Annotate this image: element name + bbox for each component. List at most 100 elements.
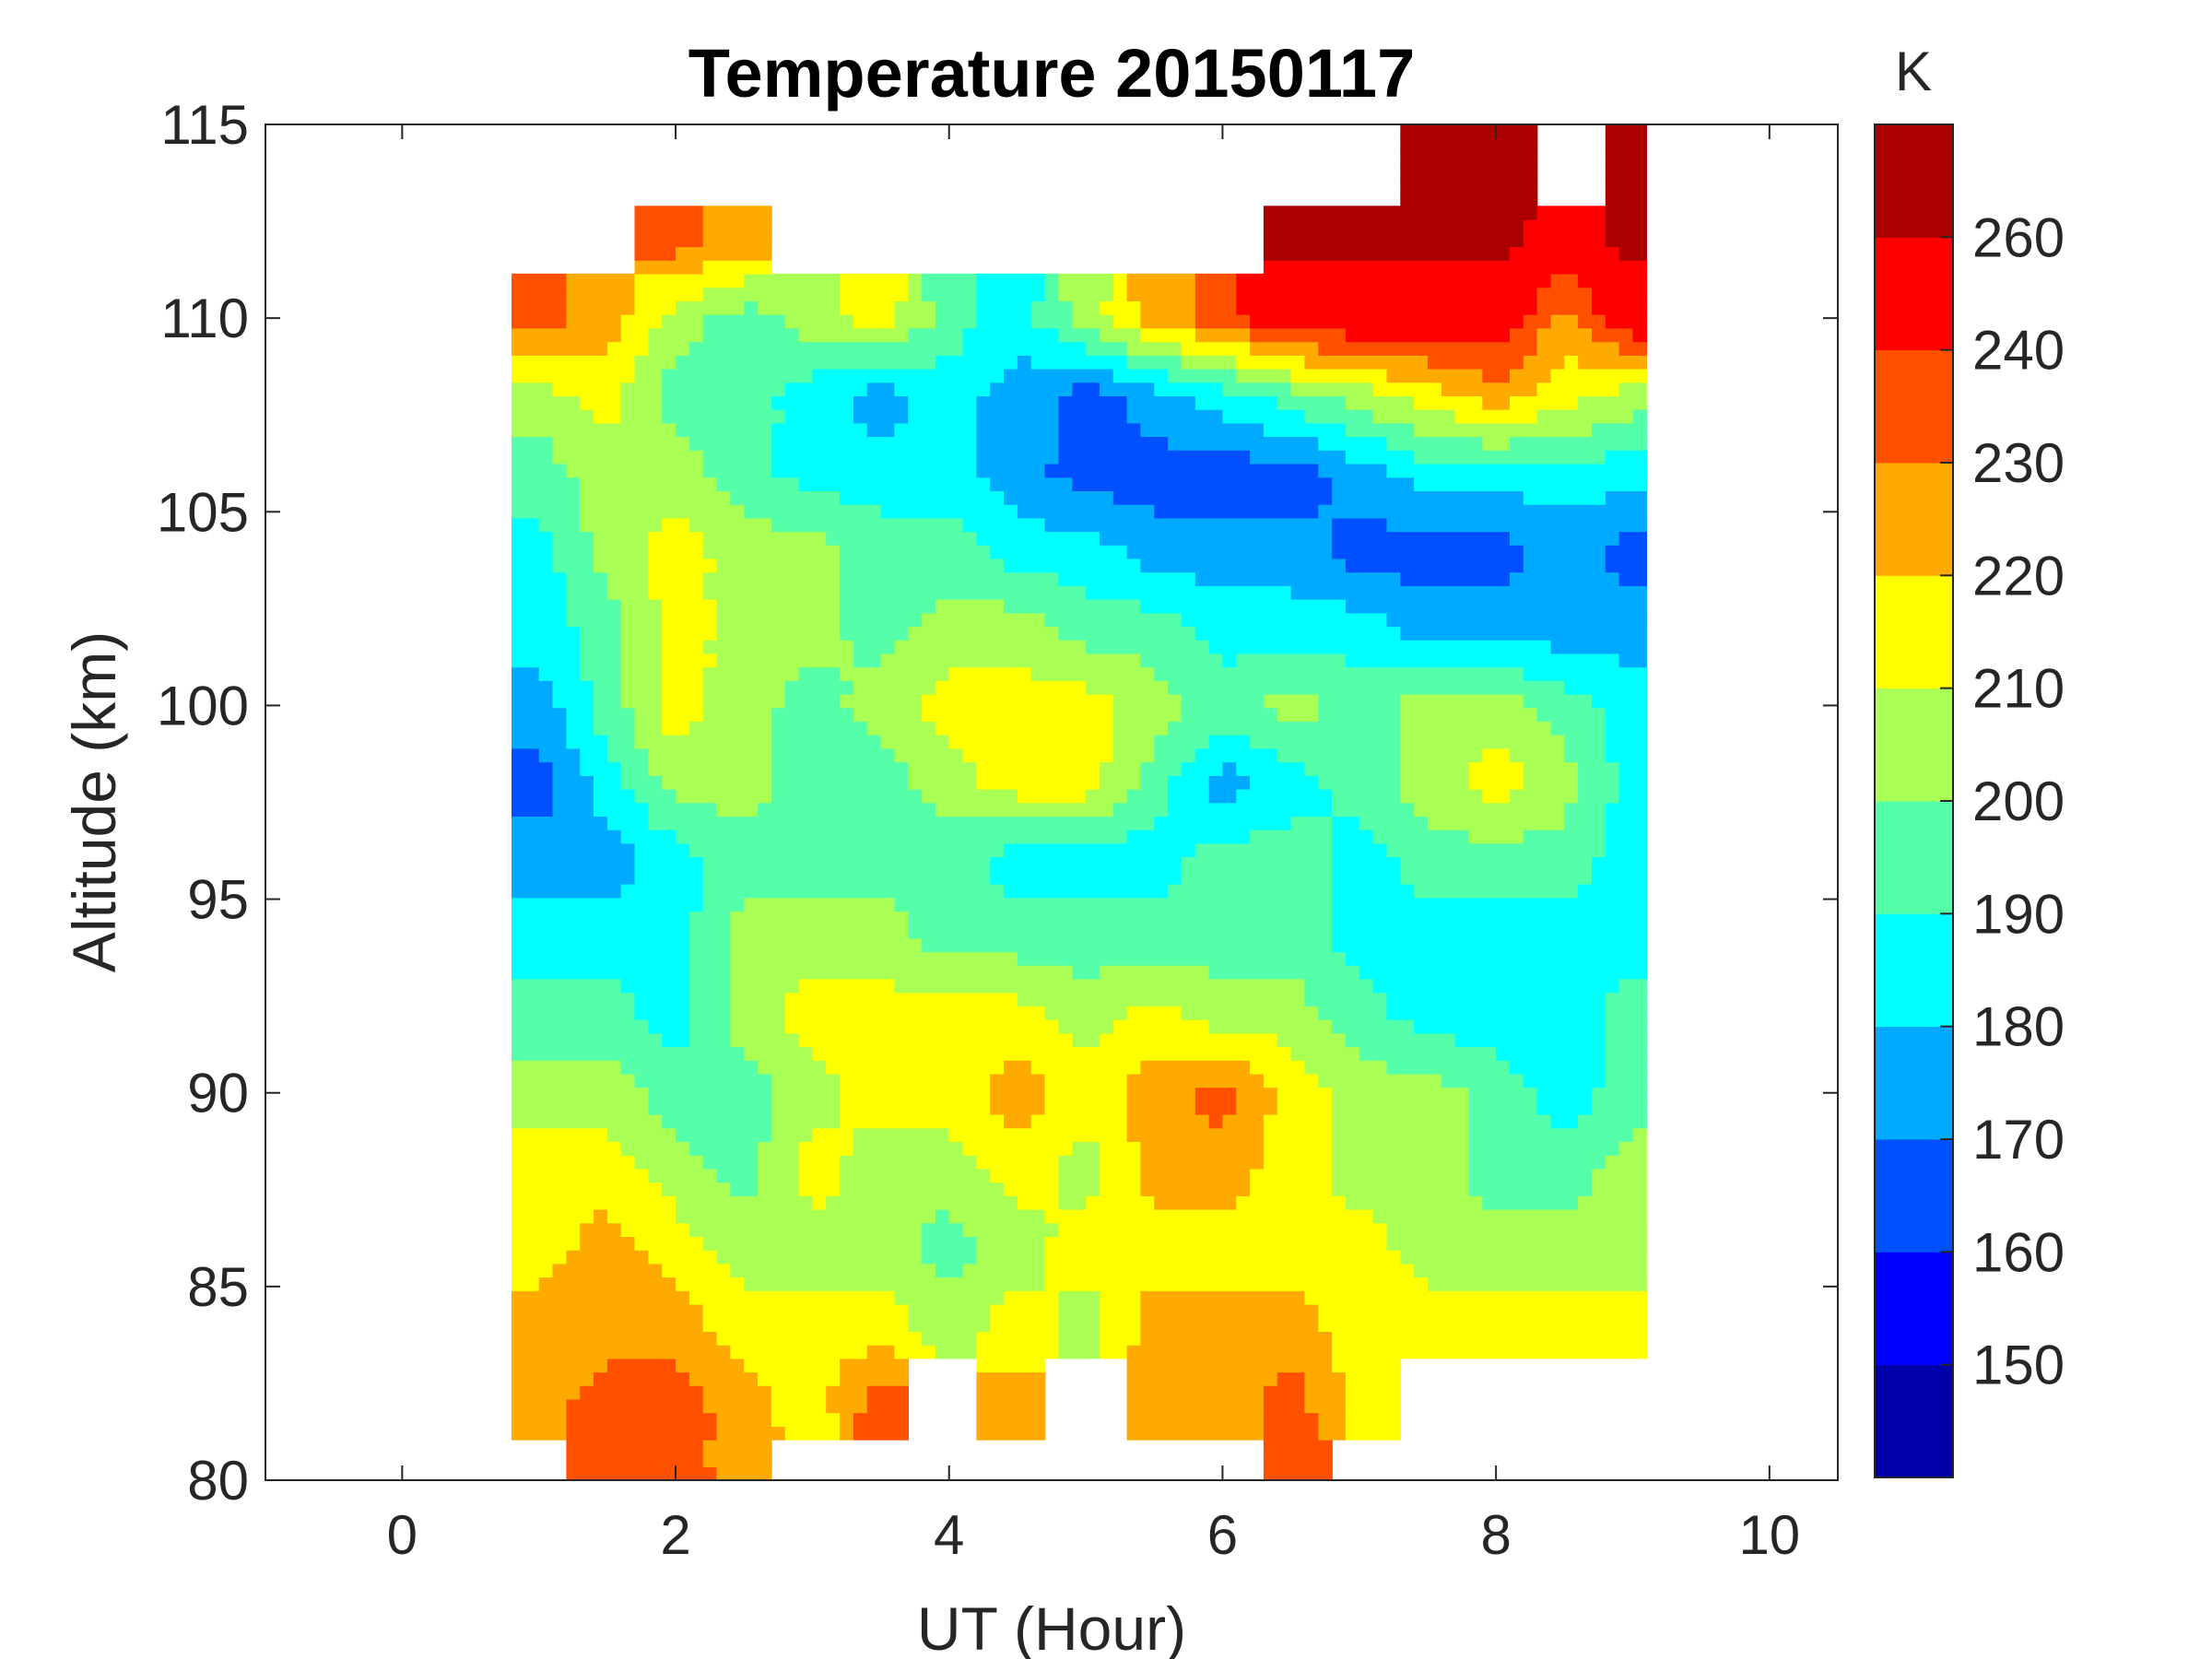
heatmap-cell <box>620 640 663 654</box>
heatmap-cell <box>922 1331 978 1346</box>
heatmap-cell <box>1318 1006 1388 1020</box>
heatmap-cell <box>566 313 622 329</box>
heatmap-cell <box>580 490 732 505</box>
heatmap-cell <box>702 219 772 234</box>
heatmap-cell <box>1194 287 1238 301</box>
heatmap-cell <box>702 531 827 546</box>
heatmap-cell <box>1263 246 1511 261</box>
x-tick-label: 0 <box>387 1504 418 1566</box>
heatmap-cell <box>512 477 581 491</box>
heatmap-cell <box>580 1385 704 1400</box>
heatmap-cell <box>1386 517 1648 533</box>
heatmap-cell <box>1482 368 1511 383</box>
heatmap-cell <box>1605 545 1648 559</box>
heatmap-cell <box>512 1371 594 1386</box>
heatmap-cell <box>538 1277 677 1291</box>
heatmap-cell <box>1605 1018 1648 1034</box>
heatmap-cell <box>1277 1371 1306 1386</box>
colorbar-tick-label: 170 <box>1972 1109 2065 1171</box>
x-axis: 0 2 4 6 8 10 <box>387 124 1800 1566</box>
heatmap-cell <box>594 1208 608 1224</box>
heatmap-cell <box>620 626 663 641</box>
heatmap-cell <box>512 870 636 885</box>
heatmap-cell <box>1605 490 1648 505</box>
heatmap-cell <box>1400 747 1484 763</box>
heatmap-cell <box>1263 1141 1333 1156</box>
heatmap-cell <box>676 829 1128 844</box>
heatmap-cell <box>1030 1113 1128 1129</box>
heatmap-cell <box>688 721 772 735</box>
heatmap-cell <box>730 924 910 939</box>
heatmap-cell <box>716 1249 923 1265</box>
heatmap-cell <box>1126 355 1182 370</box>
heatmap-cell <box>1277 747 1402 763</box>
heatmap-cell <box>1168 802 1333 817</box>
heatmap-cell <box>976 287 1046 301</box>
heatmap-cell <box>1004 598 1142 614</box>
heatmap-cell <box>1263 1453 1333 1468</box>
heatmap-cell <box>676 1277 745 1291</box>
heatmap-cell <box>894 1290 1005 1305</box>
heatmap-cell <box>1099 1331 1142 1346</box>
heatmap-cell <box>512 1182 663 1196</box>
heatmap-cell <box>840 666 950 681</box>
heatmap-cell <box>1345 1032 1456 1048</box>
heatmap-cell <box>744 1358 841 1373</box>
heatmap-cell <box>648 558 718 573</box>
heatmap-cell <box>634 735 772 749</box>
heatmap-cell <box>976 313 1032 329</box>
heatmap-cell <box>1414 802 1566 817</box>
heatmap-cell <box>730 1344 868 1359</box>
heatmap-cell <box>1550 1113 1579 1129</box>
heatmap-cell <box>594 531 650 546</box>
heatmap-cell <box>676 1127 772 1142</box>
heatmap-cell <box>580 747 608 763</box>
heatmap-cell <box>1318 341 1538 356</box>
heatmap-cell <box>1058 450 1251 465</box>
heatmap-cell <box>702 640 854 654</box>
heatmap-cell <box>1372 408 1456 424</box>
heatmap-cell <box>730 1032 800 1048</box>
heatmap-cell <box>1605 747 1648 763</box>
heatmap-cell <box>1332 1087 1470 1101</box>
heatmap-cell <box>702 571 841 586</box>
heatmap-cell <box>634 287 704 301</box>
colorbar-tick-label: 240 <box>1972 320 2065 382</box>
heatmap-cell <box>1592 1168 1648 1183</box>
heatmap-cell <box>1468 775 1524 790</box>
heatmap-cell <box>730 978 800 994</box>
heatmap-cell <box>812 1127 854 1142</box>
heatmap-cell <box>620 598 663 614</box>
heatmap-cell <box>716 477 800 491</box>
heatmap-cell <box>512 571 568 586</box>
heatmap-cell <box>908 924 1333 939</box>
colorbar-band <box>1875 463 1953 576</box>
heatmap-cell <box>730 1018 786 1034</box>
heatmap-cell <box>1058 571 1196 586</box>
heatmap-cell <box>1536 341 1620 356</box>
heatmap-cell <box>962 747 1114 763</box>
heatmap-cell <box>1072 477 1333 491</box>
colorbar-band <box>1875 1252 1953 1366</box>
heatmap-cell <box>840 1371 910 1386</box>
heatmap-cell <box>798 1141 854 1156</box>
heatmap-cell <box>1578 1195 1648 1210</box>
heatmap-cell <box>648 802 718 817</box>
heatmap-cell <box>512 450 554 465</box>
heatmap-cell <box>1605 137 1648 153</box>
heatmap-cell <box>1510 327 1538 343</box>
heatmap-cell <box>580 503 745 519</box>
heatmap-cell <box>662 653 718 668</box>
heatmap-cell <box>702 1439 772 1454</box>
heatmap-cell <box>606 585 650 600</box>
heatmap-cell <box>716 1168 759 1183</box>
heatmap-cell <box>744 503 882 519</box>
heatmap-cell <box>512 355 636 370</box>
heatmap-cell <box>1140 598 1347 614</box>
heatmap-cell <box>512 816 608 830</box>
heatmap-cell <box>512 707 568 722</box>
heatmap-cell <box>1140 1303 1320 1319</box>
x-tick-label: 4 <box>934 1504 964 1566</box>
heatmap-cell <box>853 408 909 424</box>
heatmap-cell <box>1359 816 1429 830</box>
